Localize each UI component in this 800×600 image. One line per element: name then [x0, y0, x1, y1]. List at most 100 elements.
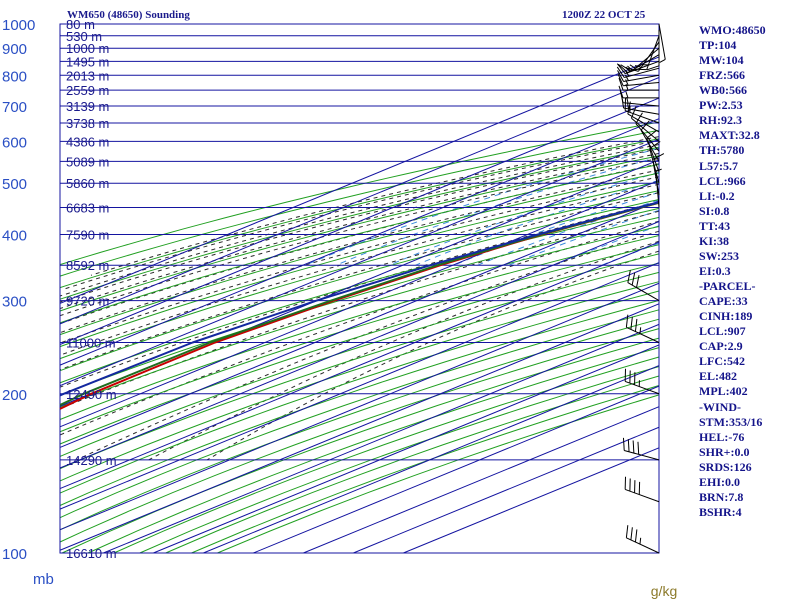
index-item: L57:5.7 [699, 158, 738, 173]
wind-barb [616, 66, 660, 78]
isotherm-line [59, 221, 660, 469]
mixing-ratio-unit-label: g/kg [651, 583, 677, 599]
wind-barb [630, 106, 660, 142]
index-item: EHI:0.0 [699, 474, 741, 489]
dry-adiabat-line [59, 207, 660, 384]
isotherm-line [59, 138, 660, 387]
pressure-tick-label: 100 [2, 546, 27, 563]
isotherm-line [59, 200, 660, 448]
dry-adiabat-line [59, 216, 660, 396]
dry-adiabat-line [59, 155, 660, 312]
dry-adiabat-line [87, 347, 660, 554]
index-item: CAP:2.9 [699, 339, 743, 354]
pressure-tick-label: 800 [2, 68, 27, 85]
height-label: 4386 m [66, 134, 109, 149]
dry-adiabat-line [59, 121, 660, 266]
moist-adiabat-line [59, 183, 660, 356]
wind-barb [622, 437, 660, 461]
plot-frame [59, 23, 660, 554]
height-label: 2559 m [66, 83, 109, 98]
index-item: MAXT:32.8 [699, 128, 760, 143]
index-item: CINH:189 [699, 309, 753, 324]
height-label: 1495 m [66, 54, 109, 69]
mixing-ratio-line [553, 225, 660, 266]
wind-barb [655, 168, 662, 208]
index-item: SRDS:126 [699, 459, 752, 474]
index-item: TP:104 [699, 38, 737, 53]
chart-datetime: 1200Z 22 OCT 25 [562, 9, 646, 21]
isotherm-line [253, 385, 660, 554]
isotherm-line [59, 56, 660, 304]
height-label: 2013 m [66, 68, 109, 83]
index-item: SHR+:0.0 [699, 444, 750, 459]
height-label: 5860 m [66, 176, 109, 191]
height-label: 1000 m [66, 41, 109, 56]
isobars [59, 23, 660, 554]
index-item: EI:0.3 [699, 263, 731, 278]
height-label: 3738 m [66, 116, 109, 131]
height-label: 8592 m [66, 258, 109, 273]
dry-adiabat-line [59, 163, 660, 324]
index-item: -WIND- [699, 399, 741, 414]
wind-barb [616, 60, 660, 75]
wind-barbs [616, 23, 666, 554]
height-label: 12490 m [66, 387, 117, 402]
wind-barb [624, 97, 660, 124]
moist-adiabat-line [62, 139, 660, 290]
isotherm-line [59, 77, 660, 325]
wind-barb [621, 95, 660, 115]
x-axis-unit-label: mb [33, 571, 54, 588]
dry-adiabat-line [59, 138, 660, 289]
isotherm-line [59, 241, 660, 490]
index-item: FRZ:566 [699, 68, 745, 83]
isotherm-line [59, 179, 660, 428]
index-item: LCL:966 [699, 173, 746, 188]
moist-adiabat-line [59, 148, 660, 303]
index-item: LI:-0.2 [699, 188, 735, 203]
moist-adiabat-line [59, 152, 660, 309]
moist-adiabat-line [59, 144, 660, 297]
isotherm-line [353, 426, 660, 554]
wind-barb [634, 35, 660, 71]
pressure-tick-label: 900 [2, 41, 27, 58]
height-label: 3139 m [66, 99, 109, 114]
chart-title: WM650 (48650) Sounding [67, 9, 190, 21]
pressure-tick-label: 300 [2, 294, 27, 311]
dry-adiabat-line [59, 235, 660, 420]
dry-adiabat-line [59, 181, 660, 348]
sounding-profiles [59, 201, 660, 410]
index-item: MPL:402 [699, 384, 748, 399]
wind-barb [627, 101, 660, 133]
moist-adiabat-line [59, 169, 660, 334]
dry-adiabat-line [59, 271, 660, 470]
wind-barb [625, 525, 660, 554]
height-label: 16610 m [66, 546, 117, 561]
height-label: 11000 m [66, 335, 116, 350]
wind-barb [658, 23, 666, 63]
pressure-tick-label: 1000 [2, 17, 35, 34]
dry-adiabat-line [59, 172, 660, 336]
axis-labels: 100 200 300 400 500 600 700 800 900 1000 16610 m 14… [2, 17, 677, 599]
index-item: EL:482 [699, 369, 738, 384]
index-item: SW:253 [699, 248, 740, 263]
height-label: 7590 m [66, 228, 109, 243]
wind-barb [617, 70, 660, 83]
dry-adiabat-line [165, 375, 660, 554]
dry-adiabat-line [59, 290, 660, 494]
index-item: LCL:907 [699, 324, 746, 339]
index-item: -PARCEL- [699, 279, 756, 294]
index-item: LFC:542 [699, 354, 745, 369]
wind-barb [646, 129, 660, 173]
isotherm-line [59, 303, 660, 551]
pressure-tick-label: 600 [2, 134, 27, 151]
index-item: SI:0.8 [699, 203, 730, 218]
index-item: HEL:-76 [699, 429, 745, 444]
height-label: 5089 m [66, 154, 109, 169]
dry-adiabat-line [59, 146, 660, 300]
index-item: RH:92.3 [699, 113, 742, 128]
isotherm-line [103, 323, 660, 554]
dry-adiabat-line [59, 318, 660, 531]
index-item: WMO:48650 [699, 23, 766, 37]
dry-adiabat-line [59, 281, 660, 482]
